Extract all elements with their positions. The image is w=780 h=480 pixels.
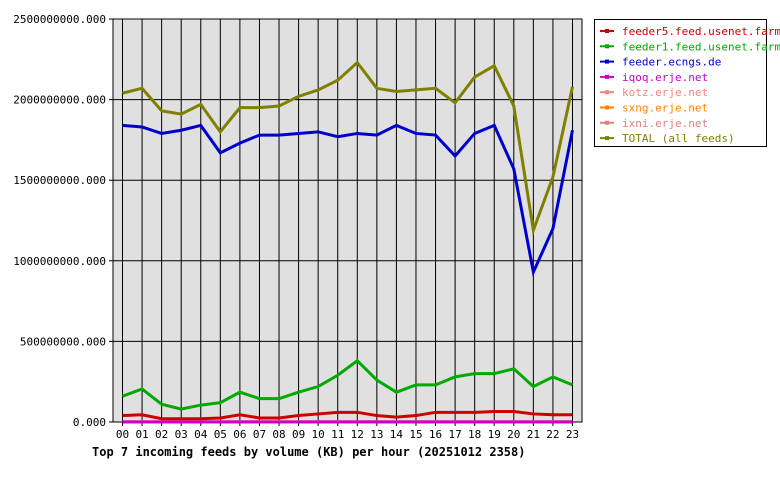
y-tick-label: 500000000.000 xyxy=(20,335,106,348)
x-tick-label: 22 xyxy=(546,428,559,441)
legend-box xyxy=(594,19,767,147)
x-tick-label: 01 xyxy=(135,428,148,441)
x-tick-label: 09 xyxy=(292,428,305,441)
series-line-feeder5-feed-usenet-farm xyxy=(122,410,573,421)
series-line-feeder1-feed-usenet-farm xyxy=(121,358,574,411)
x-tick-label: 02 xyxy=(155,428,168,441)
x-tick-label: 23 xyxy=(566,428,579,441)
series-line-feeder-ecngs-de xyxy=(122,123,574,278)
x-tick-label: 12 xyxy=(351,428,364,441)
x-tick-label: 18 xyxy=(468,428,481,441)
x-tick-label: 17 xyxy=(448,428,461,441)
y-axis: 0.000 500000000.000 1000000000.000 15000000… xyxy=(13,13,106,429)
x-tick-label: 14 xyxy=(390,428,404,441)
y-tick-label: 2500000000.000 xyxy=(13,13,106,26)
x-tick-label: 20 xyxy=(507,428,520,441)
chart-title: Top 7 incoming feeds by volume (KB) per … xyxy=(92,445,525,459)
legend-marker xyxy=(605,44,609,49)
x-tick-label: 04 xyxy=(194,428,208,441)
y-tick-label: 2000000000.000 xyxy=(13,94,106,107)
legend-marker xyxy=(605,105,609,110)
legend-label: TOTAL (all feeds) xyxy=(622,132,735,145)
legend-marker xyxy=(605,59,609,64)
legend: feeder5.feed.usenet.farm feeder1.feed.use… xyxy=(594,19,780,147)
x-tick-label: 11 xyxy=(331,428,344,441)
x-tick-label: 06 xyxy=(233,428,246,441)
x-tick-label: 21 xyxy=(527,428,540,441)
x-tick-label: 08 xyxy=(272,428,285,441)
series-lines xyxy=(121,60,574,424)
y-tick-label: 1500000000.000 xyxy=(13,174,106,187)
x-tick-label: 05 xyxy=(214,428,227,441)
legend-label: sxng.erje.net xyxy=(622,102,708,115)
x-tick-label: 16 xyxy=(429,428,442,441)
x-tick-label: 10 xyxy=(312,428,325,441)
y-tick-label: 1000000000.000 xyxy=(13,255,106,268)
plot-area xyxy=(112,18,583,423)
series-line-total-all-feeds- xyxy=(122,60,574,237)
x-tick-label: 19 xyxy=(488,428,501,441)
x-axis: 00 01 02 03 04 05 06 07 08 09 10 11 12 13 14 15 16 17 18 19… xyxy=(116,428,579,441)
legend-label: feeder.ecngs.de xyxy=(622,56,721,69)
legend-marker xyxy=(605,120,609,125)
x-tick-label: 00 xyxy=(116,428,129,441)
legend-marker xyxy=(605,90,609,95)
x-tick-label: 13 xyxy=(370,428,383,441)
y-tick-label: 0.000 xyxy=(73,416,106,429)
legend-label: feeder5.feed.usenet.farm xyxy=(622,25,780,38)
legend-marker xyxy=(605,29,609,33)
x-tick-label: 03 xyxy=(175,428,188,441)
legend-label: iqoq.erje.net xyxy=(622,71,708,84)
x-tick-label: 07 xyxy=(253,428,266,441)
legend-label: feeder1.feed.usenet.farm xyxy=(622,40,780,53)
legend-marker xyxy=(605,74,609,79)
legend-marker xyxy=(605,136,609,141)
legend-label: ixni.erje.net xyxy=(622,117,708,130)
legend-label: kotz.erje.net xyxy=(622,86,708,99)
x-tick-label: 15 xyxy=(409,428,422,441)
